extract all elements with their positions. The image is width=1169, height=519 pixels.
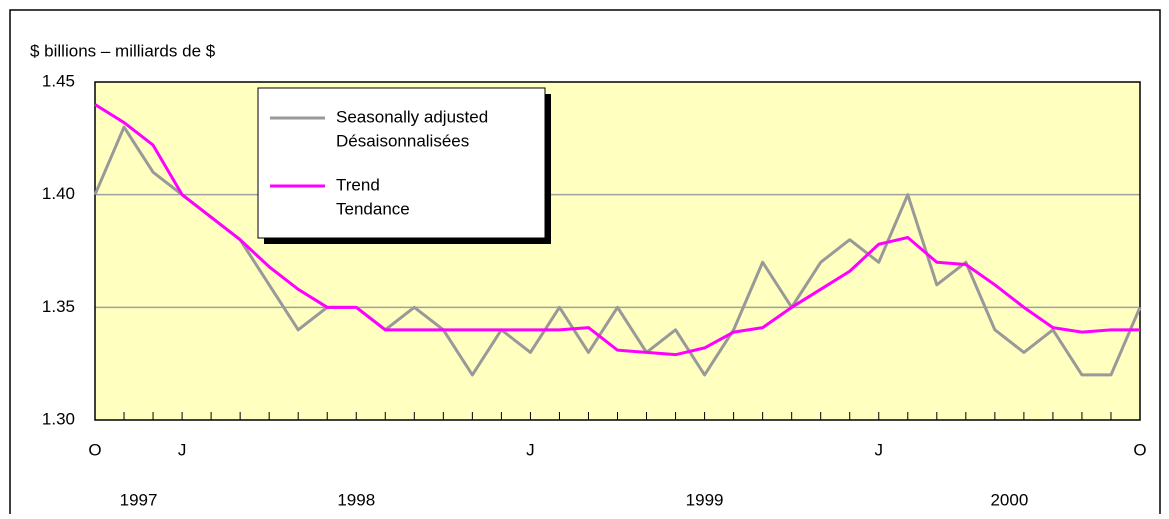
- x-tick-label: J: [526, 440, 535, 459]
- x-tick-label: J: [178, 440, 187, 459]
- series-line: [93, 125, 1142, 377]
- legend-label: Seasonally adjusted: [336, 107, 488, 126]
- legend-label: Tendance: [336, 199, 410, 218]
- year-label: 1999: [686, 490, 724, 509]
- y-tick-label: 1.45: [42, 71, 75, 90]
- year-label: 1998: [337, 490, 375, 509]
- x-tick-label: O: [1133, 440, 1146, 459]
- year-label: 2000: [990, 490, 1028, 509]
- y-axis-label: $ billions – milliards de $: [30, 41, 216, 60]
- year-label: 1997: [120, 490, 158, 509]
- series-line: [94, 103, 1140, 357]
- frame: [9, 9, 1161, 519]
- y-tick-label: 1.35: [42, 297, 75, 316]
- x-tick-label: O: [88, 440, 101, 459]
- legend: [257, 87, 546, 239]
- y-tick-label: 1.30: [42, 409, 75, 428]
- legend-label: Trend: [336, 175, 380, 194]
- y-tick-label: 1.40: [42, 184, 75, 203]
- x-tick-label: J: [875, 440, 884, 459]
- legend-label: Désaisonnalisées: [336, 131, 469, 150]
